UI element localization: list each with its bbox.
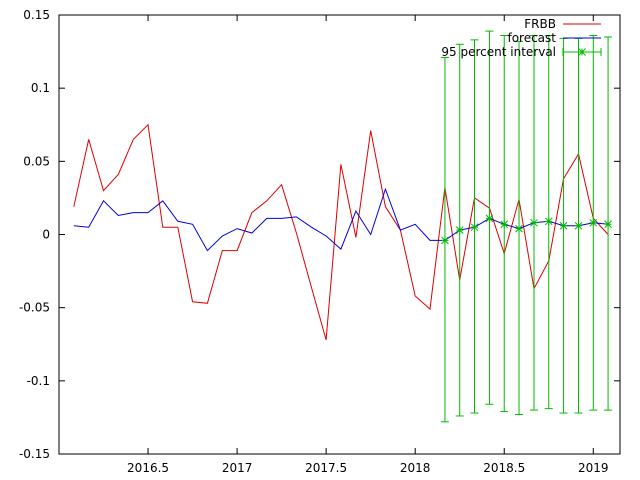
series-line xyxy=(73,123,609,341)
x-tick-label: 2016.5 xyxy=(127,461,169,475)
y-tick-label: 0.05 xyxy=(23,154,50,168)
legend-swatch-point xyxy=(578,48,586,56)
y-tick-label: -0.1 xyxy=(27,374,50,388)
error-bar-point xyxy=(455,226,464,234)
error-bar-point xyxy=(604,220,612,229)
plot-frame xyxy=(58,14,621,455)
y-tick-label: 0 xyxy=(42,228,50,242)
error-bar-point xyxy=(500,220,509,229)
legend-label: forecast xyxy=(507,31,556,45)
x-tick-label: 2018.5 xyxy=(483,461,525,475)
error-bar-point xyxy=(574,221,583,230)
axis-ticks: 0.15 0.1 0.05 0 -0.05 -0.1 -0.15 2016.5 2017 2017… xyxy=(19,8,620,475)
y-tick-label: -0.15 xyxy=(19,447,50,461)
error-bar-point xyxy=(441,236,449,245)
series-line xyxy=(73,187,609,252)
y-tick-label: -0.05 xyxy=(19,301,50,315)
error-bar-point xyxy=(589,218,598,227)
error-bar-point xyxy=(485,214,494,223)
x-tick-label: 2017 xyxy=(222,461,253,475)
x-tick-label: 2017.5 xyxy=(305,461,347,475)
error-bar-point xyxy=(530,218,538,227)
error-bar-point xyxy=(544,217,553,226)
y-tick-label: 0.15 xyxy=(23,8,50,22)
legend-label: 95 percent interval xyxy=(441,45,556,59)
x-tick-label: 2018 xyxy=(400,461,431,475)
series-95-percent-interval xyxy=(440,30,613,423)
error-bar-point xyxy=(559,221,568,230)
x-tick-label: 2019 xyxy=(578,461,609,475)
error-bar-point xyxy=(515,224,523,233)
series-frbb xyxy=(73,123,609,341)
plot-marks xyxy=(73,30,613,423)
y-tick-label: 0.1 xyxy=(31,81,50,95)
error-bar-point xyxy=(470,223,479,232)
legend-label: FRBB xyxy=(524,17,556,31)
series-forecast xyxy=(73,187,609,252)
